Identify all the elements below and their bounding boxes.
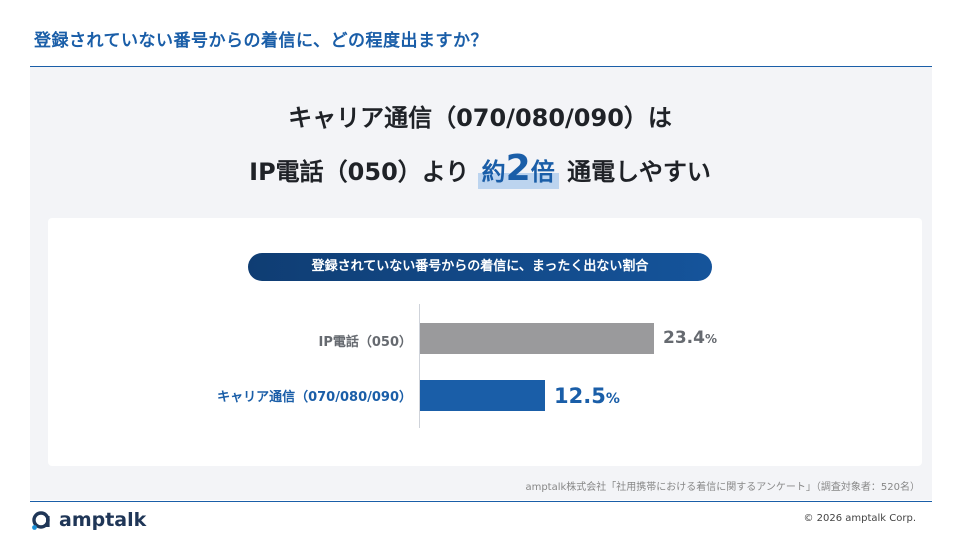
value-label-ip: 23.4% bbox=[663, 328, 717, 348]
highlight-suffix: 倍 bbox=[530, 158, 555, 186]
title-divider bbox=[30, 66, 932, 67]
headline-line-2-pre: IP電話（050）より bbox=[249, 158, 470, 186]
brand-name: amptalk bbox=[59, 509, 147, 531]
value-unit-carrier: % bbox=[605, 391, 620, 407]
highlight-marker bbox=[477, 173, 559, 189]
copyright: © 2026 amptalk Corp. bbox=[803, 513, 916, 524]
headline-line-2: IP電話（050）より 約2倍 通電しやすい bbox=[0, 148, 960, 189]
chart-title: 登録されていない番号からの着信に、まったく出ない割合 bbox=[248, 253, 712, 281]
highlight-prefix: 約 bbox=[481, 158, 506, 186]
highlight-number: 2 bbox=[505, 148, 531, 189]
amptalk-logo-icon bbox=[32, 511, 50, 530]
value-label-carrier: 12.5% bbox=[554, 384, 620, 408]
value-number-ip: 23.4 bbox=[663, 328, 705, 348]
category-label-carrier: キャリア通信（070/080/090） bbox=[217, 390, 412, 405]
footer-divider bbox=[30, 501, 932, 502]
headline-line-1: キャリア通信（070/080/090）は bbox=[288, 104, 672, 132]
page-title: 登録されていない番号からの着信に、どの程度出ますか？ bbox=[34, 31, 488, 51]
brand-logo: amptalk bbox=[30, 508, 146, 532]
chart-axis-line bbox=[419, 304, 420, 428]
bar-ip bbox=[420, 323, 654, 354]
source-note: amptalk株式会社「社用携帯における着信に関するアンケート」（調査対象者：5… bbox=[525, 482, 920, 493]
headline-line-2-post: 通電しやすい bbox=[567, 158, 711, 186]
bar-carrier bbox=[420, 380, 545, 411]
value-number-carrier: 12.5 bbox=[554, 384, 606, 408]
value-unit-ip: % bbox=[704, 332, 717, 346]
category-label-ip: IP電話（050） bbox=[318, 335, 412, 350]
headline-highlight: 約2倍 bbox=[477, 148, 559, 189]
